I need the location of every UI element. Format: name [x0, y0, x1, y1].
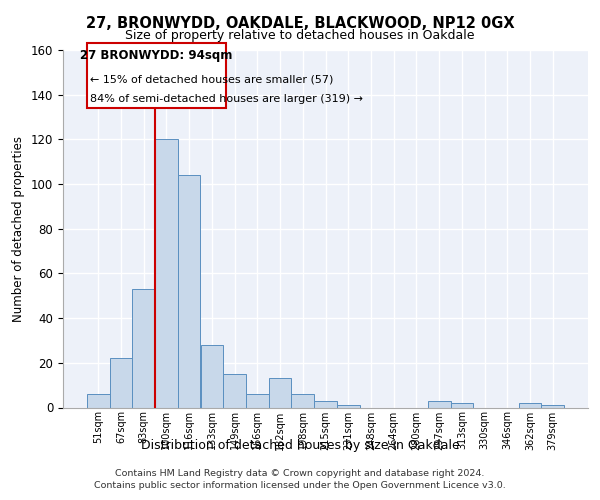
- Text: 27 BRONWYDD: 94sqm: 27 BRONWYDD: 94sqm: [80, 49, 232, 62]
- Text: 84% of semi-detached houses are larger (319) →: 84% of semi-detached houses are larger (…: [90, 94, 363, 104]
- Bar: [87, 394, 110, 407]
- Text: Contains public sector information licensed under the Open Government Licence v3: Contains public sector information licen…: [94, 482, 506, 490]
- Bar: [246, 394, 269, 407]
- Bar: [110, 358, 133, 408]
- FancyBboxPatch shape: [87, 44, 226, 108]
- Y-axis label: Number of detached properties: Number of detached properties: [13, 136, 25, 322]
- Bar: [269, 378, 292, 408]
- Text: Contains HM Land Registry data © Crown copyright and database right 2024.: Contains HM Land Registry data © Crown c…: [115, 470, 485, 478]
- Bar: [541, 406, 564, 407]
- Bar: [292, 394, 314, 407]
- Bar: [451, 403, 473, 407]
- Text: ← 15% of detached houses are smaller (57): ← 15% of detached houses are smaller (57…: [90, 74, 334, 85]
- Text: 27, BRONWYDD, OAKDALE, BLACKWOOD, NP12 0GX: 27, BRONWYDD, OAKDALE, BLACKWOOD, NP12 0…: [86, 16, 514, 31]
- Bar: [200, 345, 223, 408]
- Text: Size of property relative to detached houses in Oakdale: Size of property relative to detached ho…: [125, 29, 475, 42]
- Bar: [133, 289, 155, 408]
- Bar: [314, 401, 337, 407]
- Bar: [337, 406, 359, 407]
- Bar: [518, 403, 541, 407]
- Text: Distribution of detached houses by size in Oakdale: Distribution of detached houses by size …: [140, 440, 460, 452]
- Bar: [428, 401, 451, 407]
- Bar: [223, 374, 246, 408]
- Bar: [178, 175, 200, 408]
- Bar: [155, 140, 178, 407]
